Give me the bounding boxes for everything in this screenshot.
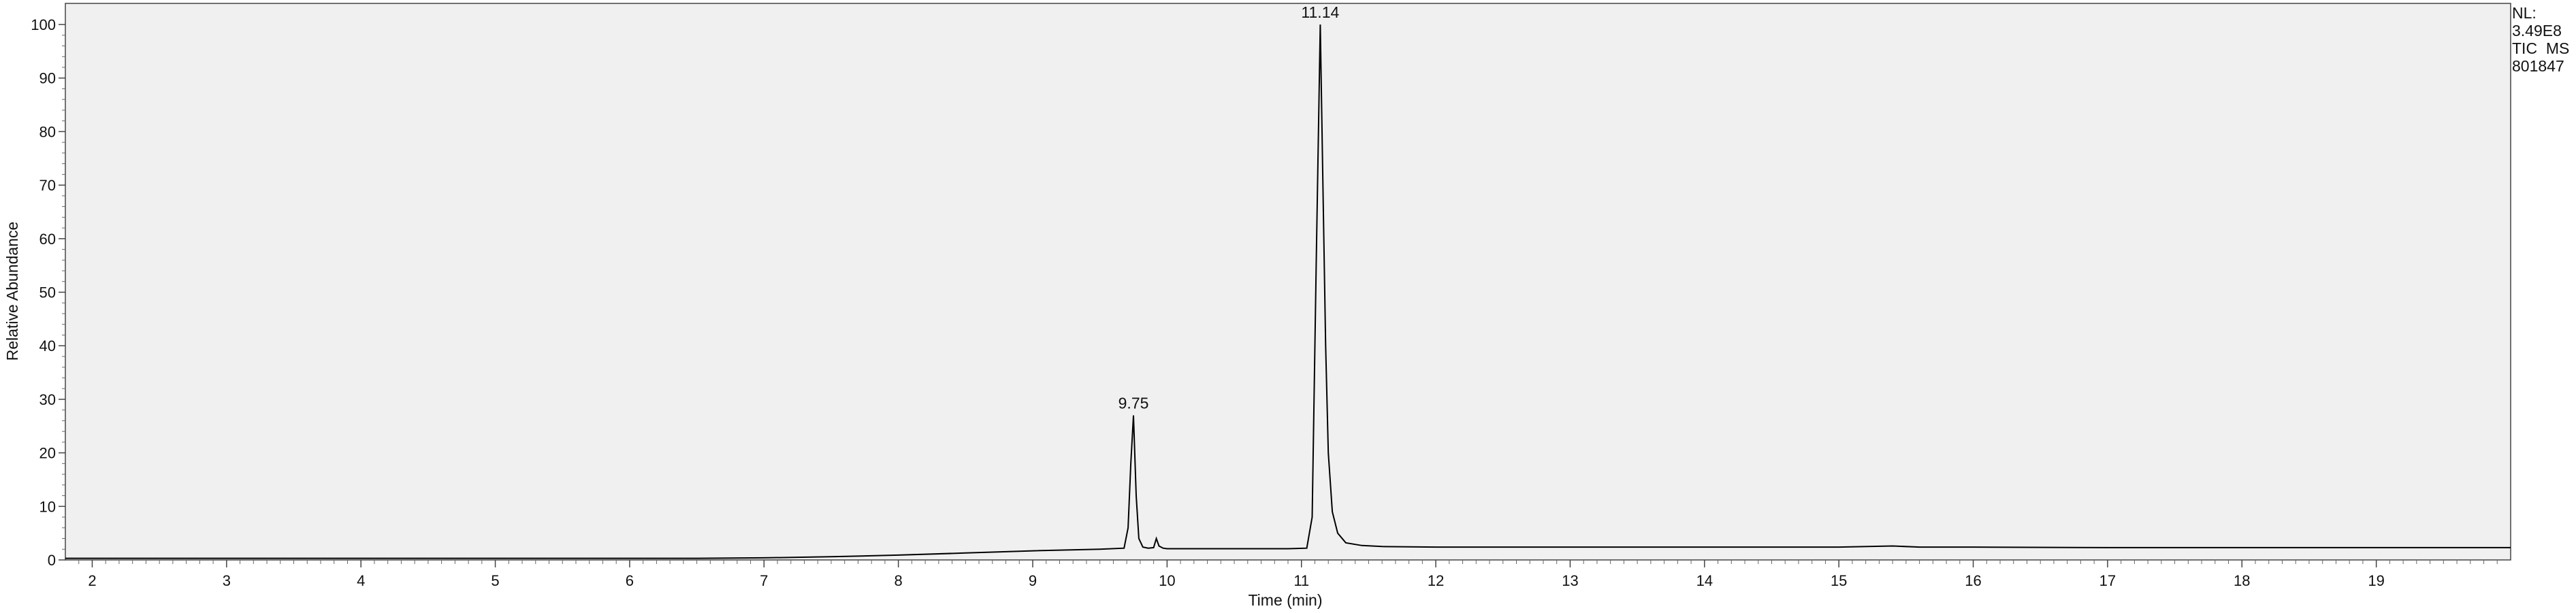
x-tick-label: 11 bbox=[1293, 572, 1309, 589]
y-tick-label: 0 bbox=[48, 552, 56, 569]
peak-annotations: 9.75 11.14 bbox=[1118, 3, 1340, 412]
y-tick-label: 40 bbox=[39, 337, 56, 354]
info-line: TIC MS bbox=[2512, 39, 2569, 57]
y-axis-title: Relative Abundance bbox=[3, 222, 21, 361]
x-tick-label: 10 bbox=[1159, 572, 1175, 589]
x-tick-label: 2 bbox=[88, 572, 96, 589]
x-tick-label: 18 bbox=[2234, 572, 2250, 589]
x-axis-title: Time (min) bbox=[1248, 591, 1322, 609]
y-axis: 0 10 20 30 40 50 60 70 80 90 100 bbox=[31, 16, 65, 569]
x-tick-label: 3 bbox=[223, 572, 231, 589]
x-tick-label: 9 bbox=[1029, 572, 1037, 589]
x-tick-label: 6 bbox=[626, 572, 634, 589]
y-tick-label: 30 bbox=[39, 391, 56, 408]
y-tick-label: 60 bbox=[39, 231, 56, 248]
x-tick-label: 17 bbox=[2099, 572, 2116, 589]
info-line: NL: bbox=[2512, 4, 2537, 22]
x-tick-label: 5 bbox=[491, 572, 499, 589]
y-tick-label: 20 bbox=[39, 445, 56, 462]
plot-area bbox=[65, 3, 2511, 561]
y-tick-label: 70 bbox=[39, 177, 56, 194]
x-tick-label: 4 bbox=[357, 572, 365, 589]
x-tick-label: 15 bbox=[1831, 572, 1847, 589]
x-tick-label: 7 bbox=[760, 572, 768, 589]
peak-label: 11.14 bbox=[1301, 3, 1339, 21]
peak-label: 9.75 bbox=[1118, 395, 1149, 412]
y-tick-label: 10 bbox=[39, 498, 56, 515]
tic-trace-line bbox=[65, 24, 2511, 559]
info-line: 3.49E8 bbox=[2512, 22, 2562, 39]
x-axis: 2 3 4 5 6 7 8 9 10 11 12 13 14 15 16 17 18 19 bbox=[78, 560, 2498, 589]
x-tick-label: 12 bbox=[1428, 572, 1444, 589]
x-tick-label: 16 bbox=[1965, 572, 1981, 589]
y-tick-label: 80 bbox=[39, 123, 56, 140]
y-tick-label: 100 bbox=[31, 16, 56, 33]
x-tick-label: 13 bbox=[1562, 572, 1578, 589]
y-tick-label: 90 bbox=[39, 70, 56, 87]
y-tick-label: 50 bbox=[39, 284, 56, 301]
x-tick-label: 19 bbox=[2368, 572, 2384, 589]
x-tick-label: 8 bbox=[895, 572, 903, 589]
info-line: 801847 bbox=[2512, 57, 2564, 75]
x-tick-label: 14 bbox=[1696, 572, 1713, 589]
